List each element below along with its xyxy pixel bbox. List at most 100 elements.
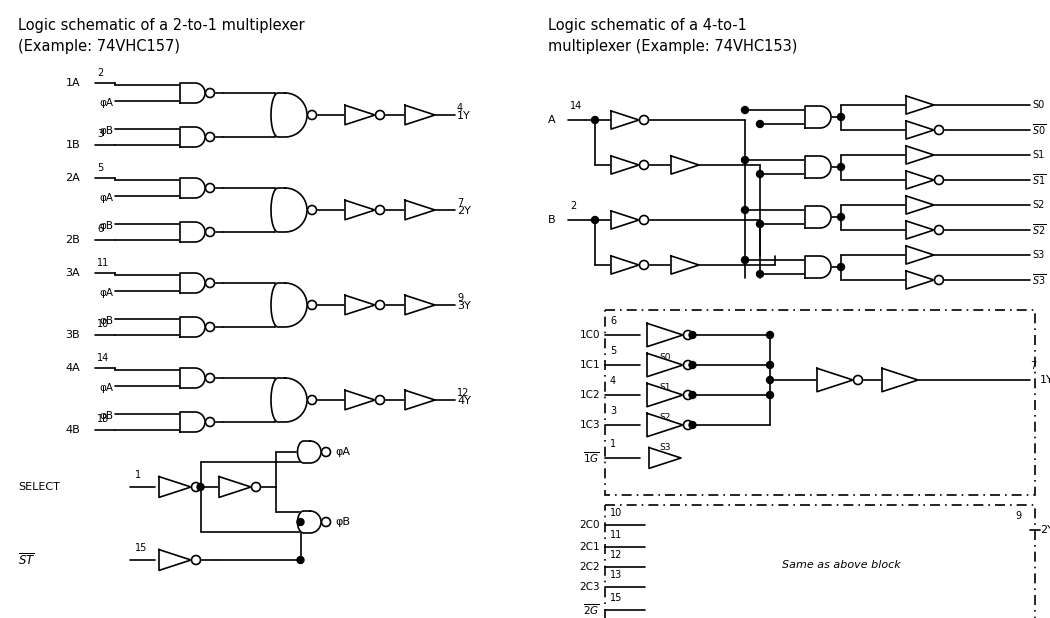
Polygon shape (906, 271, 934, 289)
Circle shape (191, 483, 201, 491)
Circle shape (197, 483, 204, 491)
Polygon shape (405, 390, 435, 410)
Text: φA: φA (99, 288, 113, 298)
Polygon shape (180, 368, 205, 388)
Text: 2Y: 2Y (1040, 525, 1050, 535)
Circle shape (934, 276, 944, 284)
Text: 2C0: 2C0 (580, 520, 600, 530)
Circle shape (206, 88, 214, 98)
Circle shape (206, 418, 214, 426)
Polygon shape (405, 295, 435, 315)
Text: 9: 9 (1015, 511, 1021, 521)
Bar (605, 505, 1035, 618)
Text: S1: S1 (659, 383, 671, 391)
Circle shape (934, 176, 944, 185)
Circle shape (191, 556, 201, 564)
Text: 12: 12 (610, 550, 623, 560)
Circle shape (741, 106, 749, 114)
Circle shape (766, 331, 774, 339)
Polygon shape (180, 273, 205, 293)
Circle shape (308, 396, 316, 405)
Circle shape (756, 121, 763, 127)
Polygon shape (906, 171, 934, 189)
Circle shape (206, 184, 214, 192)
Text: φB: φB (99, 126, 113, 136)
Circle shape (838, 164, 844, 171)
Polygon shape (906, 196, 934, 214)
Circle shape (689, 362, 696, 368)
Circle shape (838, 263, 844, 271)
Circle shape (206, 132, 214, 142)
Text: 5: 5 (97, 163, 103, 173)
Polygon shape (297, 441, 321, 463)
Text: 1: 1 (610, 439, 616, 449)
Text: φB: φB (99, 221, 113, 231)
Circle shape (741, 206, 749, 213)
Text: S2: S2 (1032, 200, 1045, 210)
Text: 11: 11 (97, 258, 109, 268)
Circle shape (756, 171, 763, 177)
Text: 4Y: 4Y (457, 396, 470, 406)
Polygon shape (611, 211, 639, 229)
Text: 3: 3 (97, 129, 103, 139)
Polygon shape (649, 447, 681, 468)
Circle shape (376, 300, 384, 310)
Text: 2A: 2A (65, 173, 80, 183)
Circle shape (297, 519, 304, 525)
Text: S0: S0 (1032, 100, 1045, 110)
Circle shape (639, 261, 649, 269)
Text: 10: 10 (610, 508, 623, 518)
Circle shape (639, 116, 649, 124)
Text: 2: 2 (97, 68, 103, 78)
Polygon shape (159, 549, 191, 570)
Text: 15: 15 (135, 543, 147, 553)
Polygon shape (817, 368, 853, 392)
Polygon shape (647, 413, 682, 437)
Circle shape (766, 391, 774, 399)
Circle shape (376, 206, 384, 214)
Polygon shape (405, 200, 435, 220)
Text: $\overline{S2}$: $\overline{S2}$ (1032, 222, 1047, 237)
Circle shape (308, 300, 316, 310)
Text: Logic schematic of a 2-to-1 multiplexer
(Example: 74VHC157): Logic schematic of a 2-to-1 multiplexer … (18, 18, 304, 54)
Circle shape (756, 221, 763, 227)
Text: 7: 7 (457, 198, 463, 208)
Polygon shape (647, 323, 682, 347)
Text: $\overline{S3}$: $\overline{S3}$ (1032, 273, 1047, 287)
Text: φA: φA (99, 193, 113, 203)
Text: φA: φA (99, 98, 113, 108)
Polygon shape (671, 256, 699, 274)
Polygon shape (611, 156, 639, 174)
Circle shape (206, 373, 214, 383)
Polygon shape (882, 368, 918, 392)
Circle shape (252, 483, 260, 491)
Polygon shape (180, 178, 205, 198)
Text: φA: φA (99, 383, 113, 393)
Polygon shape (805, 106, 831, 128)
Circle shape (689, 421, 696, 428)
Circle shape (741, 156, 749, 164)
Text: S2: S2 (659, 412, 671, 421)
Circle shape (321, 447, 331, 457)
Text: 3Y: 3Y (457, 301, 470, 311)
Circle shape (838, 114, 844, 121)
Text: 14: 14 (570, 101, 583, 111)
Polygon shape (180, 412, 205, 432)
Text: S3: S3 (659, 442, 671, 452)
Polygon shape (805, 156, 831, 178)
Circle shape (854, 376, 862, 384)
Circle shape (684, 360, 693, 370)
Polygon shape (180, 222, 205, 242)
Text: Same as above block: Same as above block (782, 560, 901, 570)
Text: 4B: 4B (65, 425, 80, 435)
Circle shape (376, 111, 384, 119)
Polygon shape (159, 476, 191, 497)
Text: 2Y: 2Y (457, 206, 470, 216)
Text: 1Y: 1Y (457, 111, 470, 121)
Text: 3: 3 (610, 406, 616, 416)
Text: 7: 7 (1030, 361, 1036, 371)
Circle shape (206, 279, 214, 287)
Polygon shape (805, 256, 831, 278)
Circle shape (689, 331, 696, 339)
Text: φB: φB (99, 316, 113, 326)
